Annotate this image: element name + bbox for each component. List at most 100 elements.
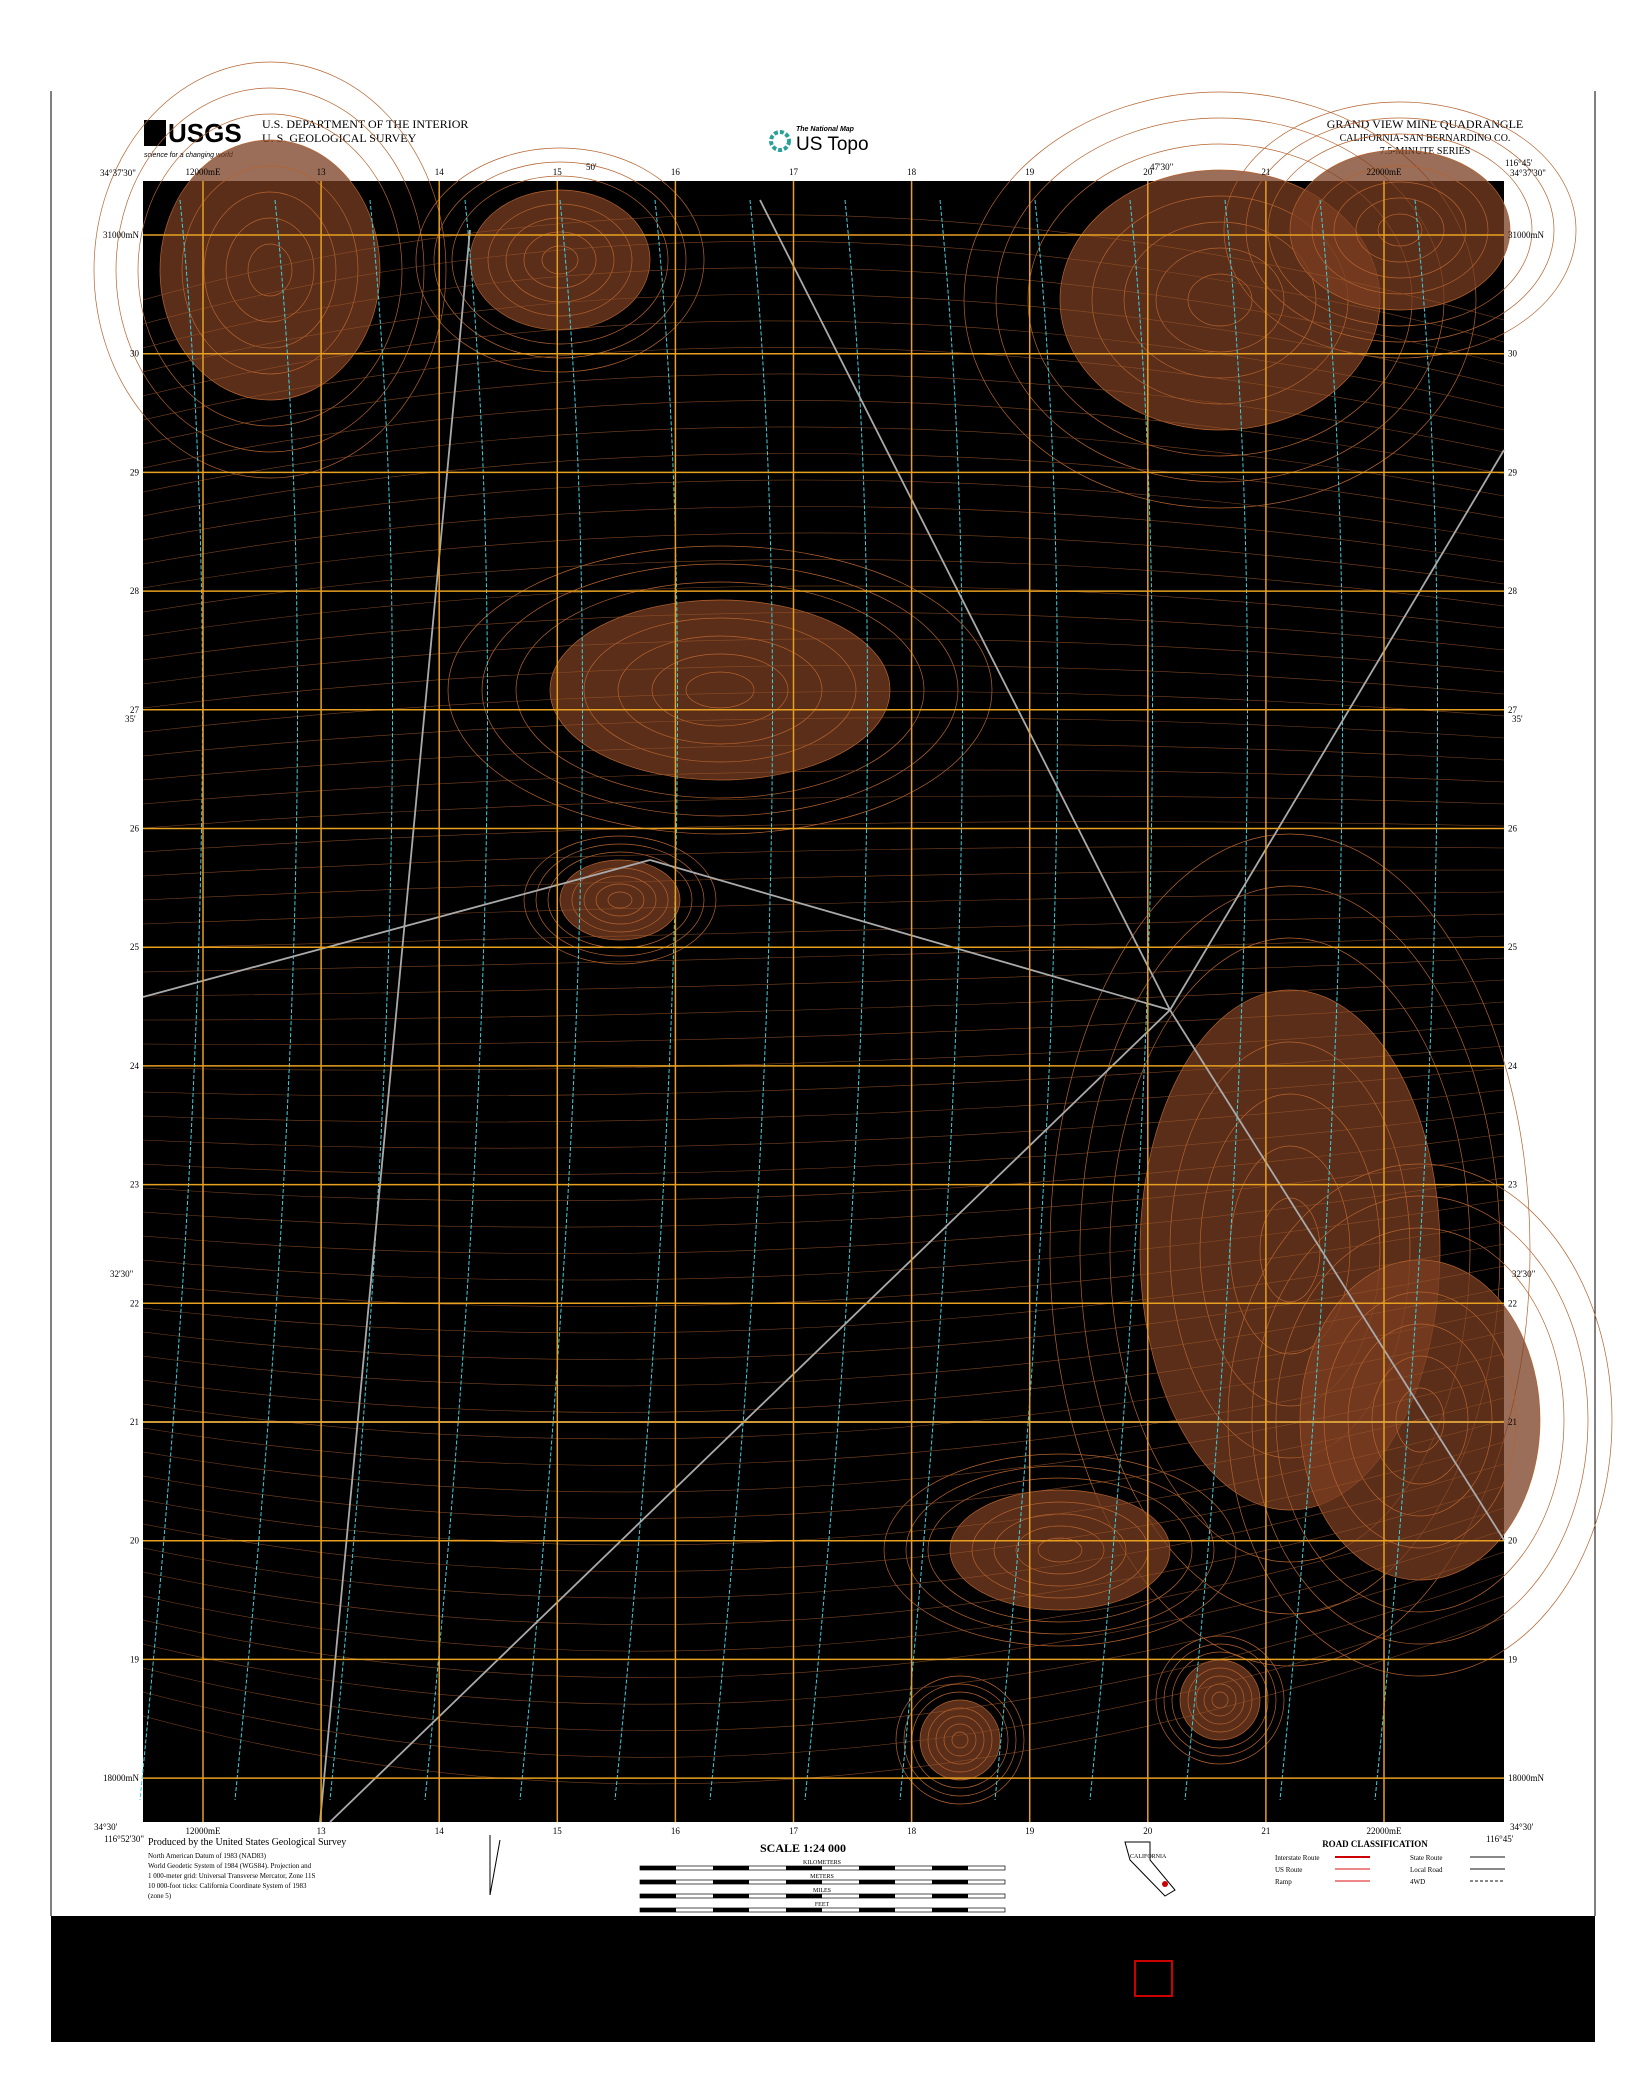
contour — [523, 835, 717, 965]
contour — [935, 1715, 985, 1765]
northing-label: 26 — [130, 824, 140, 834]
northing-label: 31000mN — [103, 230, 140, 240]
national-map: The National Map — [796, 126, 855, 133]
northing-label: 22 — [1508, 1298, 1517, 1308]
contour — [415, 147, 705, 373]
contour — [142, 240, 1505, 343]
contour — [883, 1453, 1237, 1647]
contour — [1333, 181, 1467, 279]
contour — [142, 743, 1505, 781]
scale-seg — [932, 1908, 968, 1912]
agency: U.S. DEPARTMENT OF THE INTERIOR — [262, 117, 468, 131]
credit: Produced by the United States Geological… — [148, 1837, 346, 1848]
contour — [515, 581, 925, 799]
contour — [1259, 1197, 1321, 1303]
contour — [142, 1111, 1505, 1175]
northing-label: 20 — [1508, 1536, 1518, 1546]
corner-label: 34°37'30" — [100, 168, 136, 178]
contour — [142, 559, 1505, 613]
us-topo-icon — [769, 130, 791, 152]
easting-label: 14 — [435, 1826, 445, 1836]
easting-label: 13 — [317, 1826, 327, 1836]
contour — [651, 653, 789, 727]
contour — [142, 1595, 1505, 1758]
quad-subtitle: CALIFORNIA-SAN BERNARDINO CO. — [1340, 133, 1511, 144]
stream — [1374, 199, 1438, 1801]
northing-label: 18000mN — [103, 1773, 140, 1783]
north-arrow — [489, 1835, 501, 1896]
contour — [115, 87, 425, 453]
northing-label: 26 — [1508, 824, 1518, 834]
contour — [142, 1485, 1505, 1625]
hill — [1300, 1260, 1540, 1580]
northing-label: 24 — [1508, 1061, 1518, 1071]
contour — [142, 1089, 1505, 1149]
scale-seg — [932, 1894, 968, 1898]
easting-label: 16 — [671, 1826, 681, 1836]
datum-line: North American Datum of 1983 (NAD83) — [148, 1852, 267, 1860]
contour — [142, 846, 1505, 877]
contour — [943, 1723, 977, 1757]
easting-label: 19 — [1025, 167, 1035, 177]
contour — [1289, 149, 1511, 311]
contour — [142, 1133, 1505, 1202]
quad-title: GRAND VIEW MINE QUADRANGLE — [1327, 117, 1524, 131]
contour — [1223, 101, 1577, 359]
northing-label: 25 — [130, 942, 140, 952]
contour — [1037, 1537, 1083, 1563]
stream — [234, 199, 298, 1801]
contour — [541, 245, 579, 275]
easting-label: 16 — [671, 167, 681, 177]
contour — [142, 769, 1505, 805]
scale-seg — [713, 1908, 749, 1912]
easting-label: 18 — [907, 167, 917, 177]
northing-label: 29 — [1508, 467, 1518, 477]
contour — [142, 585, 1505, 637]
contour — [159, 139, 381, 401]
contour — [142, 691, 1505, 733]
hill — [470, 190, 650, 330]
scale-seg — [786, 1908, 822, 1912]
state-label: CALIFORNIA — [1130, 1854, 1167, 1860]
contour — [595, 883, 645, 917]
contour — [451, 175, 669, 345]
contour — [225, 217, 315, 323]
usgs-logo: USGS science for a changing world — [144, 118, 242, 159]
contour — [1195, 1675, 1245, 1725]
northing-label: 29 — [130, 467, 140, 477]
contour — [1245, 117, 1555, 343]
contour — [142, 979, 1505, 1021]
northing-label: 19 — [1508, 1654, 1518, 1664]
contour — [142, 426, 1505, 497]
contour — [549, 599, 891, 781]
road — [319, 229, 471, 1823]
hill — [1290, 150, 1510, 310]
contour — [142, 1177, 1505, 1254]
graticule-label: 35' — [125, 714, 136, 724]
easting-label: 21 — [1261, 167, 1270, 177]
contour — [1163, 1643, 1277, 1757]
contour — [181, 165, 359, 375]
corner-label: 116°52'30" — [104, 1834, 144, 1844]
stream — [139, 199, 203, 1801]
datum-line: (zone 5) — [148, 1892, 172, 1900]
scale-seg — [640, 1894, 676, 1898]
northing-label: 25 — [1508, 942, 1518, 952]
contour — [685, 671, 755, 709]
corner-label: 34°30' — [94, 1822, 118, 1832]
scale-unit: METERS — [810, 1874, 834, 1880]
contour — [142, 1199, 1505, 1281]
graticule-label: 50' — [586, 162, 597, 172]
contour — [142, 1441, 1505, 1572]
northing-label: 28 — [130, 586, 140, 596]
contour — [1323, 1291, 1517, 1549]
bottom-band — [51, 1916, 1595, 2042]
contour — [1267, 133, 1533, 327]
terrain — [93, 61, 1613, 1823]
contour — [142, 320, 1505, 409]
scale-bars: KILOMETERS METERS MILES FEET — [639, 1860, 1006, 1913]
survey: U. S. GEOLOGICAL SURVEY — [262, 131, 417, 145]
contour — [607, 891, 633, 909]
contour — [142, 267, 1505, 365]
scale-seg — [786, 1880, 822, 1884]
